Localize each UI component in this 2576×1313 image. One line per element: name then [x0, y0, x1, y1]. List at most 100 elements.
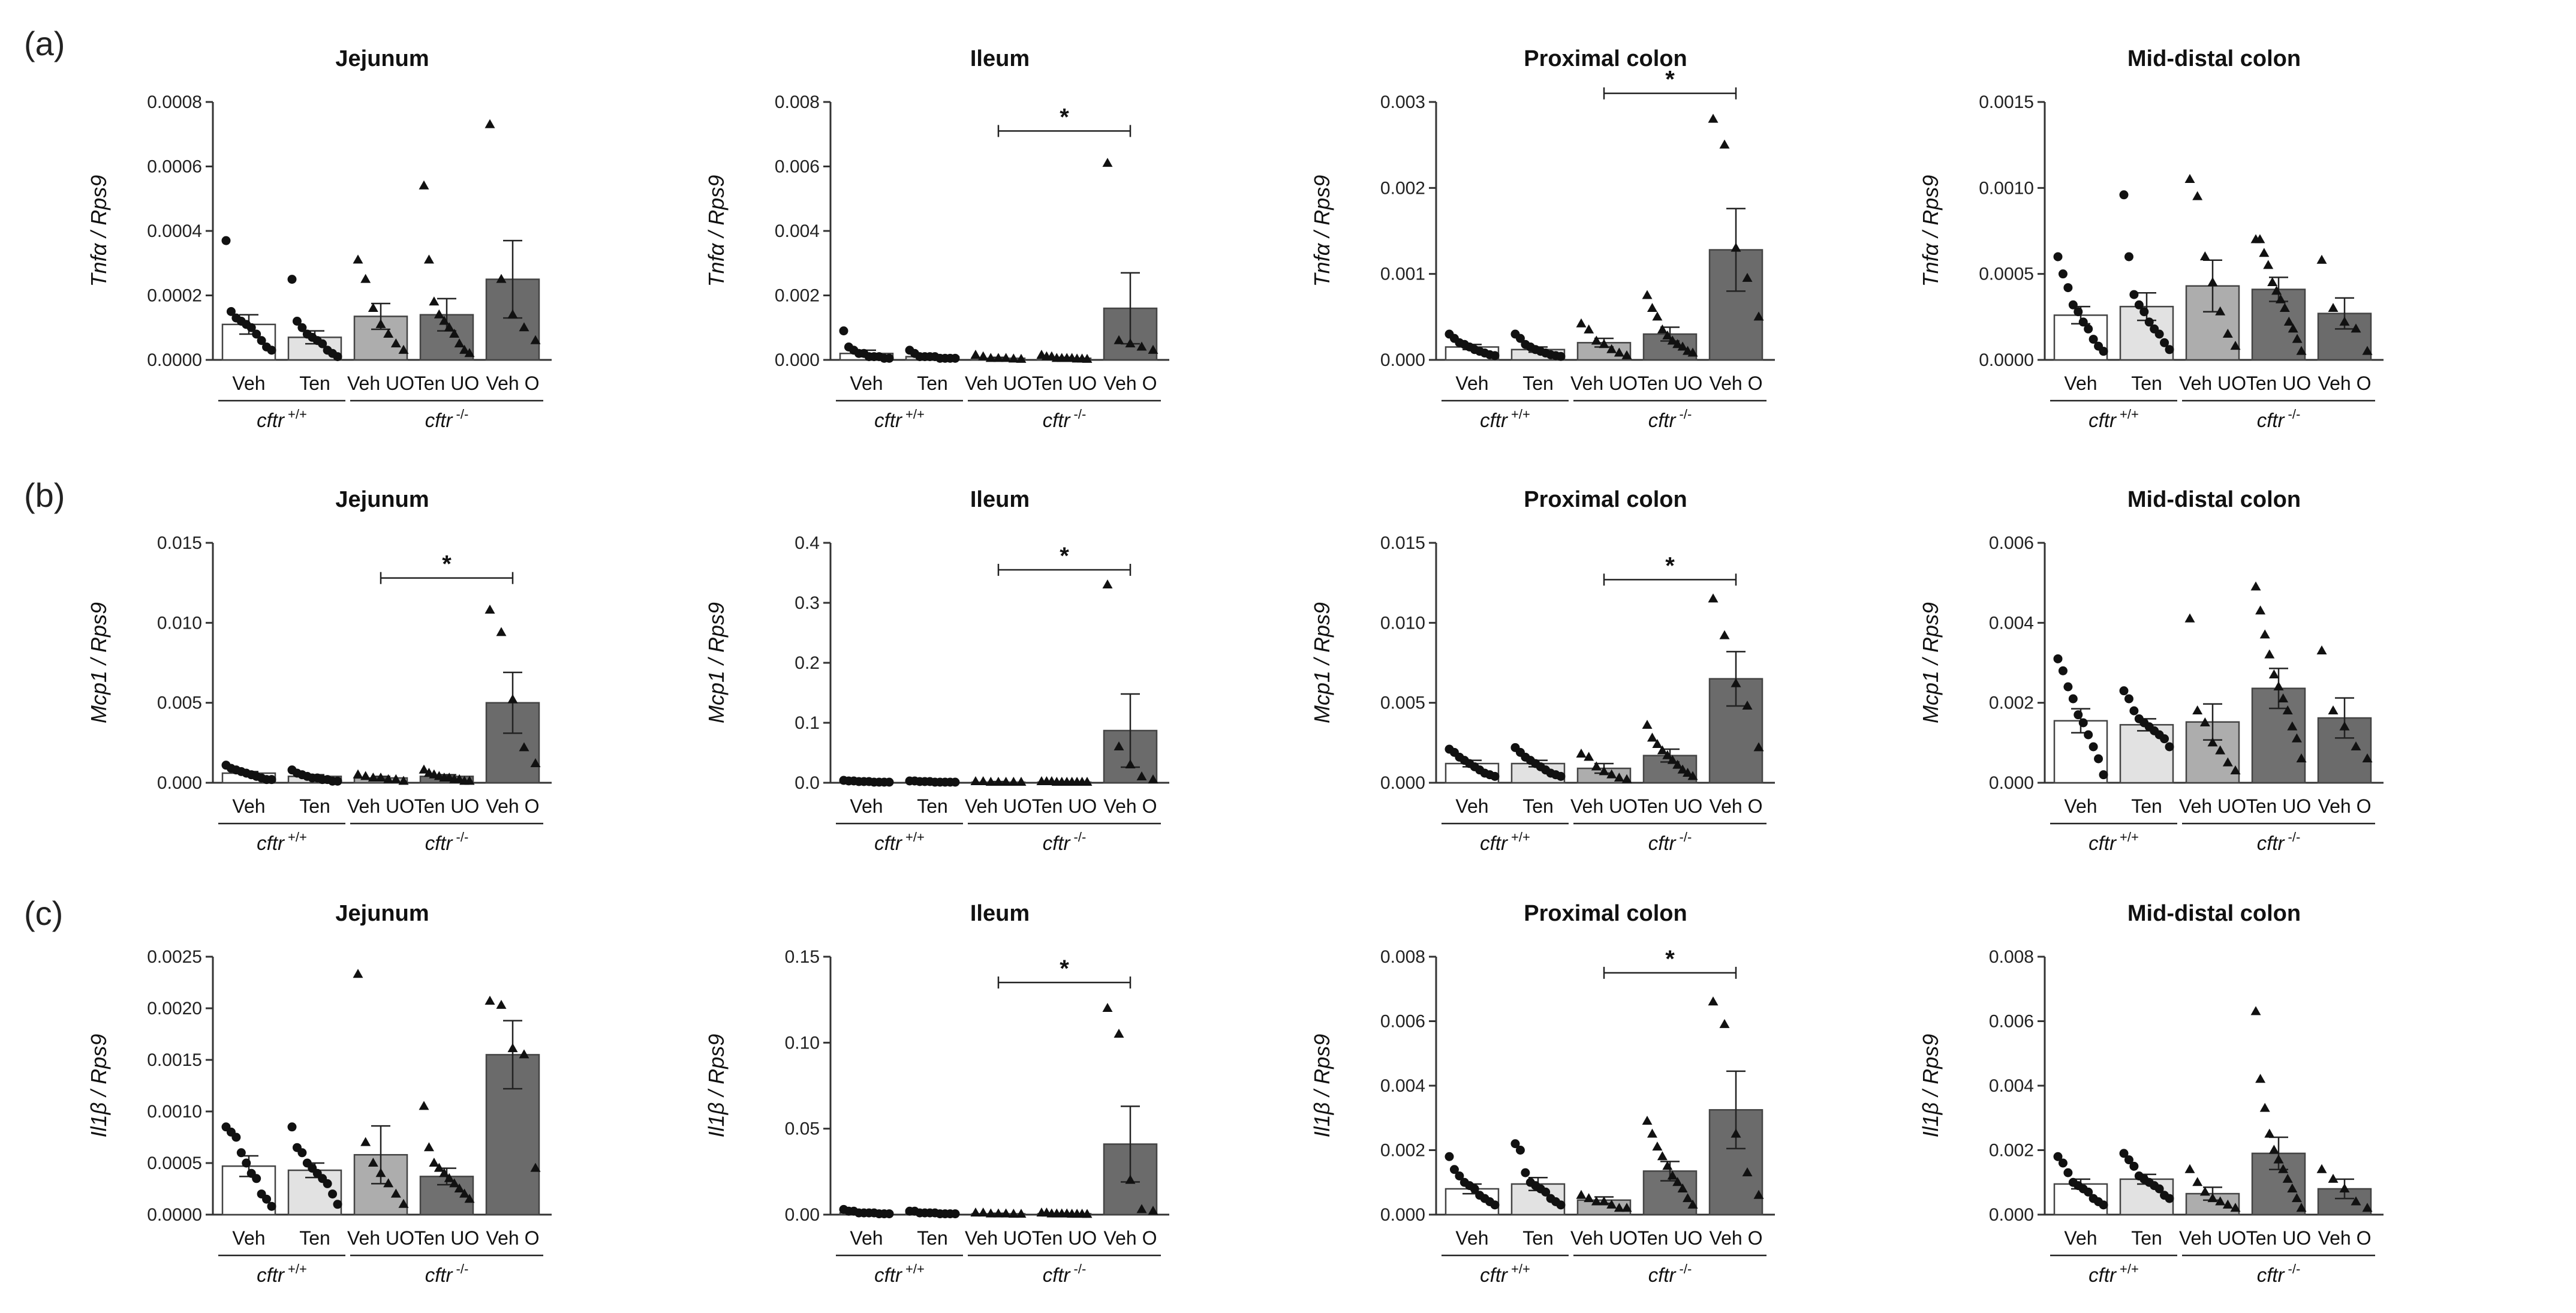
panel-title: Jejunum	[335, 46, 429, 71]
data-point-triangle	[496, 999, 507, 1009]
data-point-triangle	[1136, 341, 1147, 351]
panel-a-jejunum: Jejunum Tnfα / Rps9 0.0000 0.0002 0.0004 0.00…	[86, 46, 552, 431]
genotype-label-wt: cftr +/+	[257, 1261, 307, 1286]
data-point-triangle	[368, 303, 378, 312]
data-point-triangle	[429, 296, 440, 306]
data-point-triangle	[2362, 1203, 2373, 1212]
data-point-triangle	[2328, 303, 2339, 312]
data-point-circle	[221, 236, 231, 245]
y-axis-label: Il1β / Rps9	[704, 1034, 729, 1138]
category-label-veh-uo: Veh UO	[965, 795, 1032, 817]
data-point-triangle	[2264, 649, 2275, 659]
data-point-triangle	[507, 694, 518, 704]
data-point-triangle	[390, 1188, 401, 1198]
y-axis-label: Il1β / Rps9	[1918, 1034, 1943, 1138]
significance-star: *	[1060, 104, 1069, 130]
data-point-triangle	[449, 1178, 460, 1188]
data-point-circle	[2165, 345, 2174, 354]
data-point-triangle	[1082, 353, 1093, 363]
data-point-triangle	[970, 349, 981, 359]
data-point-circle	[246, 323, 256, 332]
y-axis-label-reference: Rps9	[704, 175, 729, 226]
category-label-veh-uo: Veh UO	[965, 1227, 1032, 1249]
category-label-ten: Ten	[299, 795, 330, 817]
data-point-circle	[1556, 351, 1566, 361]
category-label-veh: Veh	[232, 372, 265, 394]
genotype-superscript: +/+	[288, 407, 307, 422]
y-tick-label: 0.0015	[147, 1050, 202, 1070]
data-point-triangle	[1102, 158, 1113, 167]
data-point-triangle	[454, 338, 465, 348]
data-point-triangle	[2250, 581, 2261, 591]
bar-veh-o	[1708, 1109, 1764, 1216]
data-point-triangle	[1136, 771, 1147, 780]
data-point-triangle	[2275, 294, 2286, 304]
data-point-circle	[267, 1201, 276, 1211]
data-point-triangle	[419, 180, 429, 190]
y-tick-label: 0.0005	[147, 1153, 202, 1173]
genotype-label-ko: cftr -/-	[425, 407, 469, 431]
data-point-triangle	[423, 254, 434, 264]
genotype-name: cftr	[1480, 832, 1509, 854]
category-label-ten: Ten	[917, 372, 948, 394]
data-point-triangle	[2230, 341, 2241, 350]
y-axis-label-separator: /	[1918, 653, 1943, 671]
y-axis-label: Mcp1 / Rps9	[1310, 602, 1334, 723]
genotype-superscript: -/-	[1074, 407, 1087, 422]
genotype-name: cftr	[425, 1264, 454, 1286]
data-point-triangle	[1125, 1174, 1136, 1184]
y-axis-label-separator: /	[704, 653, 729, 671]
category-label-ten: Ten	[299, 372, 330, 394]
category-label-ten-uo: Ten UO	[1638, 795, 1702, 817]
category-label-veh-uo: Veh UO	[347, 1227, 414, 1249]
y-axis-label-gene: Tnfα	[86, 242, 111, 287]
genotype-superscript: +/+	[2120, 1261, 2139, 1276]
data-point-triangle	[1647, 732, 1657, 742]
data-point-triangle	[2339, 1183, 2350, 1192]
y-axis-label-reference: Rps9	[704, 602, 729, 653]
data-point-triangle	[985, 777, 996, 786]
y-axis-label-separator: /	[1918, 1084, 1943, 1102]
category-label-veh: Veh	[850, 795, 883, 817]
data-point-circle	[323, 1179, 332, 1188]
data-point-triangle	[2255, 1074, 2266, 1083]
data-point-circle	[2099, 347, 2108, 356]
data-point-triangle	[2199, 717, 2210, 726]
category-label-veh-o: Veh O	[2318, 1227, 2372, 1249]
y-axis-label-gene: Tnfα	[704, 242, 729, 287]
data-point-triangle	[360, 1137, 371, 1146]
data-point-circle	[267, 775, 276, 785]
data-point-triangle	[1576, 749, 1587, 758]
data-point-triangle	[2264, 1128, 2275, 1138]
genotype-superscript: -/-	[2288, 1261, 2301, 1276]
genotype-name: cftr	[2089, 832, 2117, 854]
data-point-triangle	[530, 758, 541, 767]
genotype-superscript: +/+	[1511, 830, 1530, 845]
data-point-triangle	[2250, 1006, 2261, 1015]
data-point-triangle	[2255, 234, 2265, 244]
category-label-veh: Veh	[2064, 795, 2097, 817]
data-point-triangle	[1606, 769, 1617, 779]
y-axis-label: Il1β / Rps9	[1310, 1034, 1334, 1138]
y-tick-label: 0.008	[1380, 947, 1425, 967]
data-point-triangle	[2222, 329, 2233, 338]
category-label-ten-uo: Ten UO	[1638, 372, 1702, 394]
data-point-triangle	[398, 1198, 409, 1208]
data-point-triangle	[1657, 324, 1668, 333]
data-point-circle	[2074, 710, 2083, 720]
data-point-circle	[2134, 300, 2144, 310]
data-point-triangle	[2207, 737, 2218, 747]
data-point-triangle	[2192, 1177, 2203, 1186]
y-tick-label: 0.0002	[147, 286, 202, 306]
data-point-triangle	[423, 1142, 434, 1152]
category-label-veh-o: Veh O	[486, 1227, 540, 1249]
y-axis-label: Mcp1 / Rps9	[704, 602, 729, 723]
data-point-circle	[2084, 324, 2093, 333]
data-point-triangle	[1016, 777, 1027, 786]
y-tick-label: 0.000	[775, 350, 820, 370]
y-tick-label: 0.004	[1380, 1076, 1425, 1096]
data-point-circle	[2063, 682, 2073, 692]
data-point-triangle	[1647, 303, 1657, 312]
panel-b-jejunum: Jejunum Mcp1 / Rps9 0.000 0.005 0.010 0.015 Ve…	[86, 487, 552, 854]
panel-title: Ileum	[970, 901, 1030, 926]
